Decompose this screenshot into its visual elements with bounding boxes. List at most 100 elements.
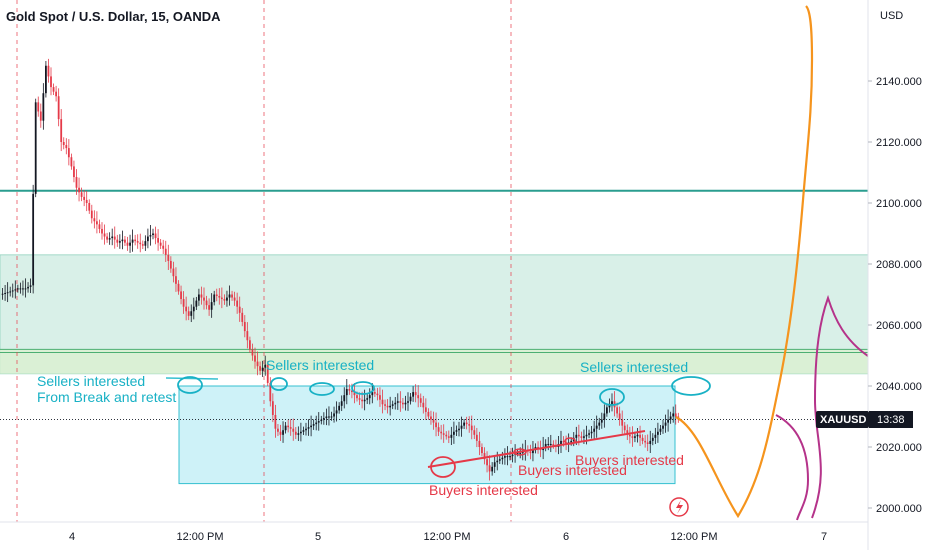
candle-body [249, 340, 251, 350]
candle-body [460, 425, 463, 429]
buyer-annotation: Buyers interested [575, 452, 684, 468]
candle-body [437, 427, 440, 432]
candle-body [70, 157, 73, 167]
candle-body [333, 413, 335, 417]
candle-body [83, 196, 86, 200]
candle-body [361, 399, 363, 402]
y-tick-label: 2100.000 [876, 198, 922, 210]
candle-body [73, 166, 75, 178]
candle-body [608, 404, 611, 408]
candle-body [261, 367, 264, 371]
candle-body [430, 416, 432, 420]
candle-body [654, 434, 657, 438]
candle-body [220, 297, 223, 300]
countdown-label: 13:38 [877, 414, 905, 426]
candle-body [662, 425, 664, 429]
seller-annotation: Sellers interested [580, 359, 688, 375]
candle-body [504, 456, 506, 458]
candle-body [80, 192, 83, 197]
candle-body [108, 238, 111, 240]
seller-marker [177, 376, 203, 394]
candle-body [468, 424, 471, 426]
candle-body [236, 300, 239, 307]
candle-body [325, 416, 328, 419]
candle-body [340, 401, 343, 406]
candle-body [623, 425, 626, 431]
candle-body [519, 453, 522, 455]
candle-body [470, 425, 473, 431]
candle-body [440, 431, 443, 434]
candle-body [29, 285, 32, 287]
candle-body [463, 422, 465, 426]
seller-marker [351, 381, 375, 395]
candle-body [348, 389, 351, 391]
candle-body [241, 312, 244, 322]
candle-body [67, 148, 70, 158]
y-tick-label: 2060.000 [876, 320, 922, 332]
candle-body [312, 424, 315, 426]
candle-body [256, 361, 259, 367]
candle-body [590, 431, 593, 434]
candle-body [570, 440, 573, 443]
candle-body [274, 414, 277, 429]
candle-body [552, 443, 555, 446]
candle-body [50, 76, 52, 88]
candle-body [351, 390, 353, 393]
candle-body [302, 430, 305, 432]
candle-body [85, 199, 88, 203]
candle-body [34, 102, 37, 194]
candle-body [259, 366, 261, 371]
candle-body [266, 364, 269, 383]
seller-annotation: From Break and retest [37, 389, 176, 405]
candle-body [486, 459, 488, 466]
candle-body [544, 443, 547, 447]
candle-body [111, 236, 114, 239]
break-line [165, 377, 219, 380]
candle-body [496, 460, 499, 463]
candle-body [93, 218, 96, 222]
candle-body [65, 145, 68, 149]
candle-body [618, 413, 621, 420]
candle-body [345, 389, 348, 396]
y-tick-label: 2020.000 [876, 442, 922, 454]
seller-annotation: Sellers interested [266, 357, 374, 373]
candle-body [498, 459, 501, 461]
candle-body [243, 321, 246, 332]
candle-body [595, 425, 598, 429]
candle-body [320, 419, 323, 422]
currency-label[interactable]: USD [880, 10, 904, 22]
candle-body [139, 242, 142, 245]
candle-body [152, 233, 154, 236]
candle-body [639, 434, 641, 438]
candle-body [9, 291, 12, 293]
symbol-badge-label: XAUUSD [820, 414, 867, 426]
candle-body [606, 407, 608, 414]
x-tick-label: 6 [563, 531, 569, 543]
buyers-trendline [427, 430, 646, 468]
y-tick-label: 2000.000 [876, 503, 922, 515]
chart-title: Gold Spot / U.S. Dollar, 15, OANDA [6, 9, 221, 24]
candle-body [289, 427, 292, 429]
buyer-marker [513, 448, 527, 456]
candle-body [659, 428, 662, 432]
candle-body [549, 443, 552, 445]
candle-body [223, 299, 226, 301]
candle-body [379, 395, 381, 400]
candle-body [626, 430, 629, 435]
y-tick-label: 2140.000 [876, 76, 922, 88]
y-tick-label: 2040.000 [876, 381, 922, 393]
candle-body [338, 405, 341, 411]
candle-body [154, 233, 157, 239]
buyer-annotation: Buyers interested [518, 462, 627, 478]
candle-body [118, 241, 121, 243]
candle-body [432, 419, 435, 423]
candle-body [60, 119, 63, 142]
candle-body [180, 291, 182, 300]
candle-body [126, 242, 129, 246]
candle-body [424, 407, 427, 412]
candle-body [208, 305, 210, 310]
candle-body [353, 392, 356, 396]
candle-body [356, 395, 358, 399]
